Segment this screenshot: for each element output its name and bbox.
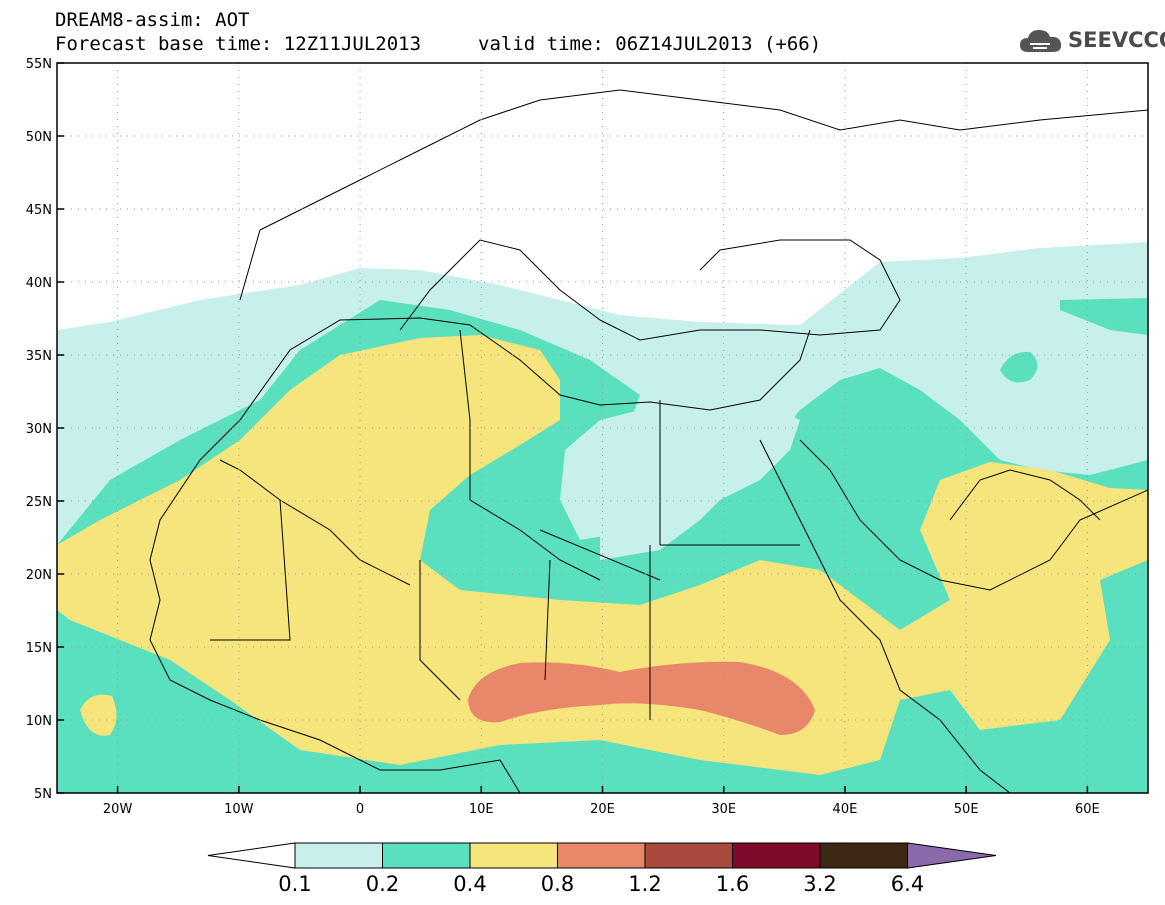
lon-label: 60E — [1075, 802, 1100, 817]
lat-label: 55N — [26, 57, 52, 72]
colorbar-label: 1.6 — [716, 872, 749, 896]
longitude-axis: 20W 10W 0 10E 20E 30E 40E 50E 60E — [103, 786, 1100, 817]
aot-band-0.2-spot — [1000, 351, 1038, 383]
lat-label: 15N — [26, 641, 52, 656]
forecast-base-time: Forecast base time: 12Z11JUL2013 — [55, 33, 422, 55]
aot-band-0.8 — [468, 661, 815, 735]
colorbar-under-triangle — [207, 842, 296, 869]
valid-time: valid time: 06Z14JUL2013 (+66) — [478, 33, 822, 55]
colorbar-cell — [382, 842, 471, 869]
colorbar-cell — [732, 842, 821, 869]
lon-label: 30E — [711, 802, 736, 817]
lat-label: 5N — [34, 787, 52, 802]
aot-band-0.1-inner — [560, 400, 800, 540]
colorbar-label: 6.4 — [891, 872, 924, 896]
lon-label: 20W — [103, 802, 133, 817]
lat-label: 30N — [26, 422, 52, 437]
aot-band-0.4-west-spot — [80, 694, 117, 736]
colorbar-cell — [557, 842, 646, 869]
aot-band-0.4 — [57, 335, 1148, 775]
coastlines — [149, 89, 1148, 793]
lon-label: 50E — [954, 802, 979, 817]
latitude-axis: 55N 50N 45N 40N 35N 30N 25N 20N 15N 10N 5N — [26, 57, 64, 802]
aot-fields — [57, 242, 1148, 793]
map-title: DREAM8-assim: AOT — [55, 9, 250, 31]
aot-band-0.2-ne — [1060, 298, 1148, 335]
cloud-icon — [1020, 30, 1062, 52]
colorbar-cell — [819, 842, 908, 869]
lat-label: 50N — [26, 130, 52, 145]
lat-label: 45N — [26, 203, 52, 218]
colorbar-label: 0.8 — [541, 872, 574, 896]
lon-label: 40E — [833, 802, 858, 817]
lon-label: 10E — [469, 802, 494, 817]
lat-label: 35N — [26, 349, 52, 364]
colorbar-cell — [294, 842, 383, 869]
colorbar-label: 0.2 — [366, 872, 399, 896]
graticule — [57, 63, 1148, 793]
lat-label: 25N — [26, 495, 52, 510]
colorbar-label: 3.2 — [803, 872, 836, 896]
lon-label: 20E — [590, 802, 615, 817]
colorbar-label: 0.4 — [453, 872, 486, 896]
lat-label: 20N — [26, 568, 52, 583]
lon-label: 0 — [356, 802, 364, 817]
lat-label: 10N — [26, 714, 52, 729]
colorbar-cell — [644, 842, 733, 869]
lon-label: 10W — [224, 802, 254, 817]
seevccc-logo: SEEVCCC — [1018, 22, 1165, 58]
colorbar-label: 0.1 — [278, 872, 311, 896]
logo-text: SEEVCCC — [1068, 28, 1165, 52]
colorbar: 0.1 0.2 0.4 0.8 1.2 1.6 3.2 6.4 — [207, 842, 997, 896]
colorbar-label: 1.2 — [628, 872, 661, 896]
colorbar-cell — [469, 842, 558, 869]
colorbar-over-triangle — [907, 842, 997, 869]
lat-label: 40N — [26, 276, 52, 291]
